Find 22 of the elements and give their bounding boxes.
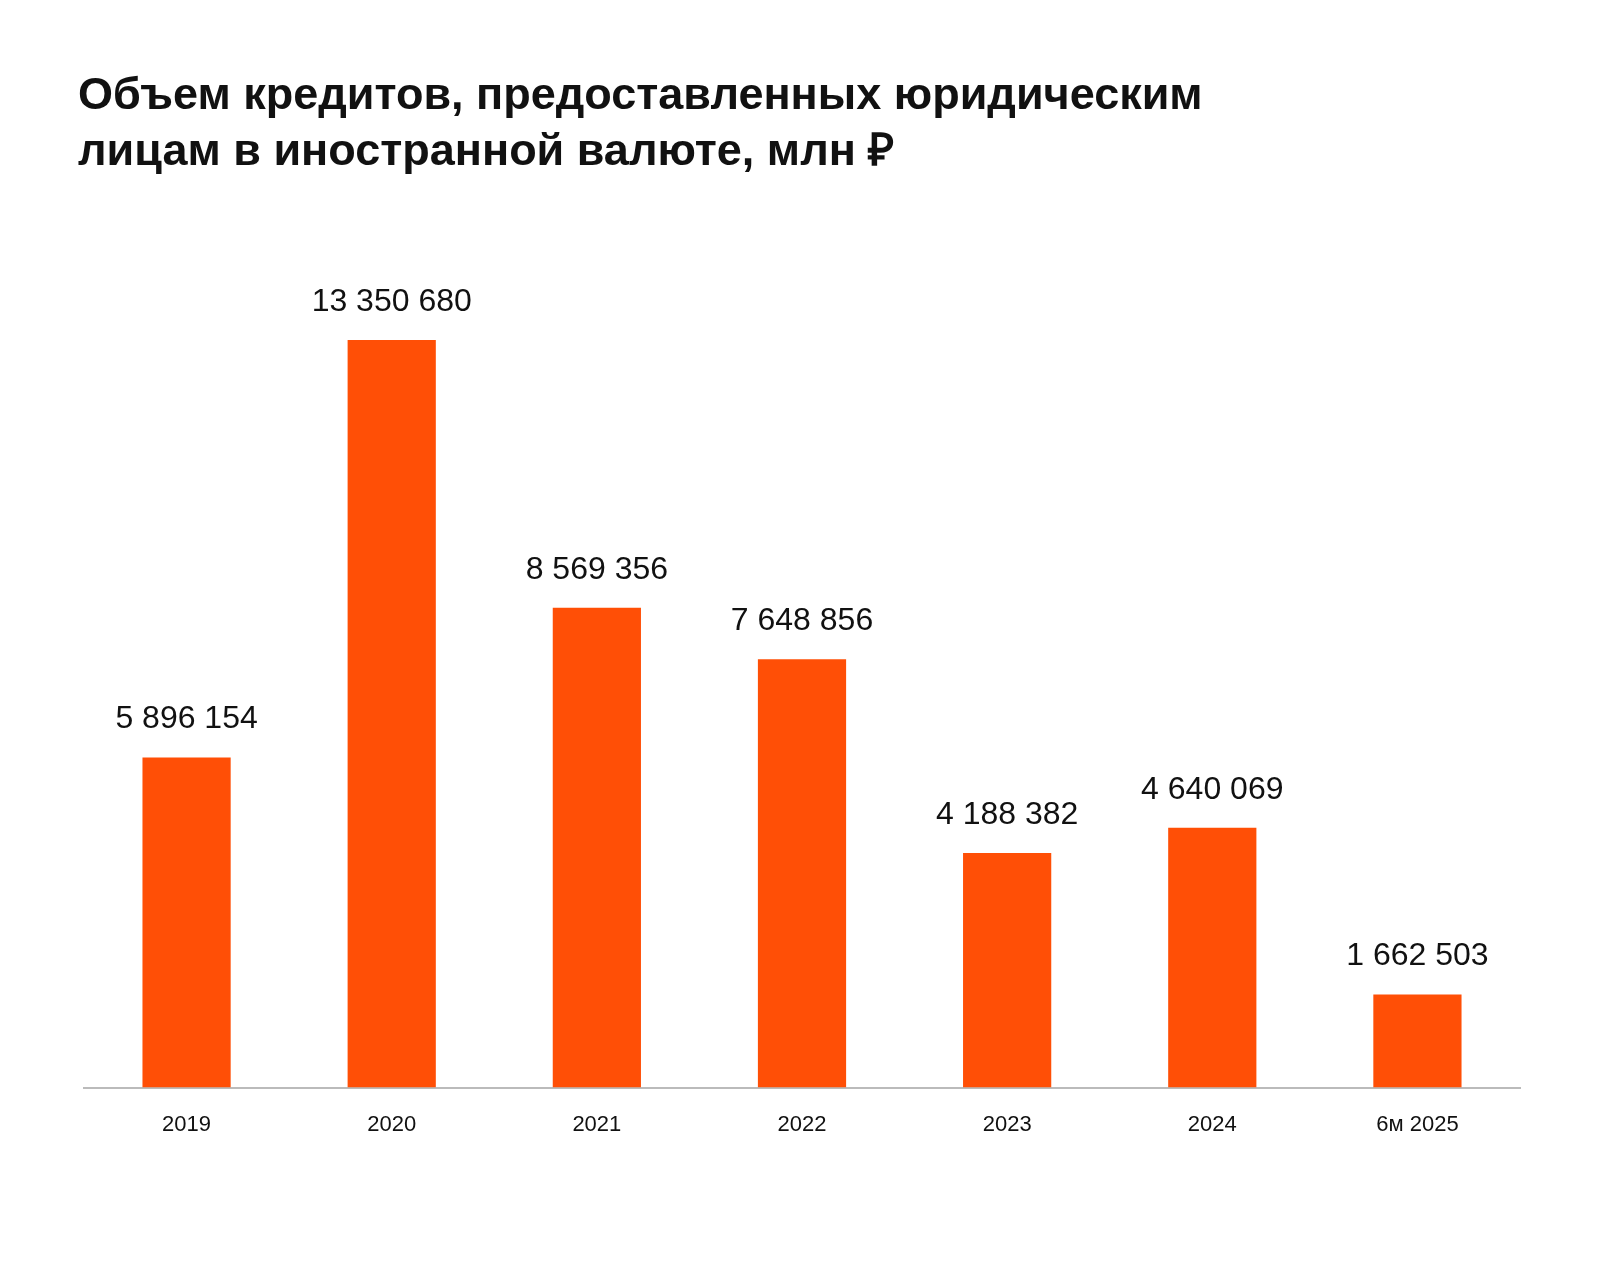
x-tick-label: 2019 <box>162 1110 212 1136</box>
x-tick-label: 2021 <box>572 1110 622 1136</box>
x-tick-label: 2024 <box>1187 1110 1237 1136</box>
x-tick-label: 6м 2025 <box>1376 1110 1459 1136</box>
bar <box>757 659 847 1088</box>
data-label: 8 569 356 <box>525 549 669 586</box>
chart-title: Объем кредитов, предоставленных юридическим лицам в иностранной валюте, млн ₽ <box>78 67 1204 177</box>
bar <box>1373 994 1462 1088</box>
x-tick-label: 2023 <box>982 1110 1032 1136</box>
data-label: 1 662 503 <box>1346 936 1489 973</box>
data-label: 4 188 382 <box>935 794 1079 831</box>
data-label: 5 896 154 <box>115 699 258 736</box>
x-tick-label: 2022 <box>777 1110 827 1136</box>
bar <box>142 757 231 1088</box>
bar <box>552 607 641 1088</box>
bar <box>963 853 1052 1088</box>
data-label: 13 350 680 <box>311 281 472 318</box>
data-label: 4 640 069 <box>1141 769 1284 806</box>
x-tick-label: 2020 <box>367 1110 417 1136</box>
bar <box>1168 827 1257 1088</box>
bar <box>347 340 436 1088</box>
data-label: 7 648 856 <box>730 601 874 638</box>
